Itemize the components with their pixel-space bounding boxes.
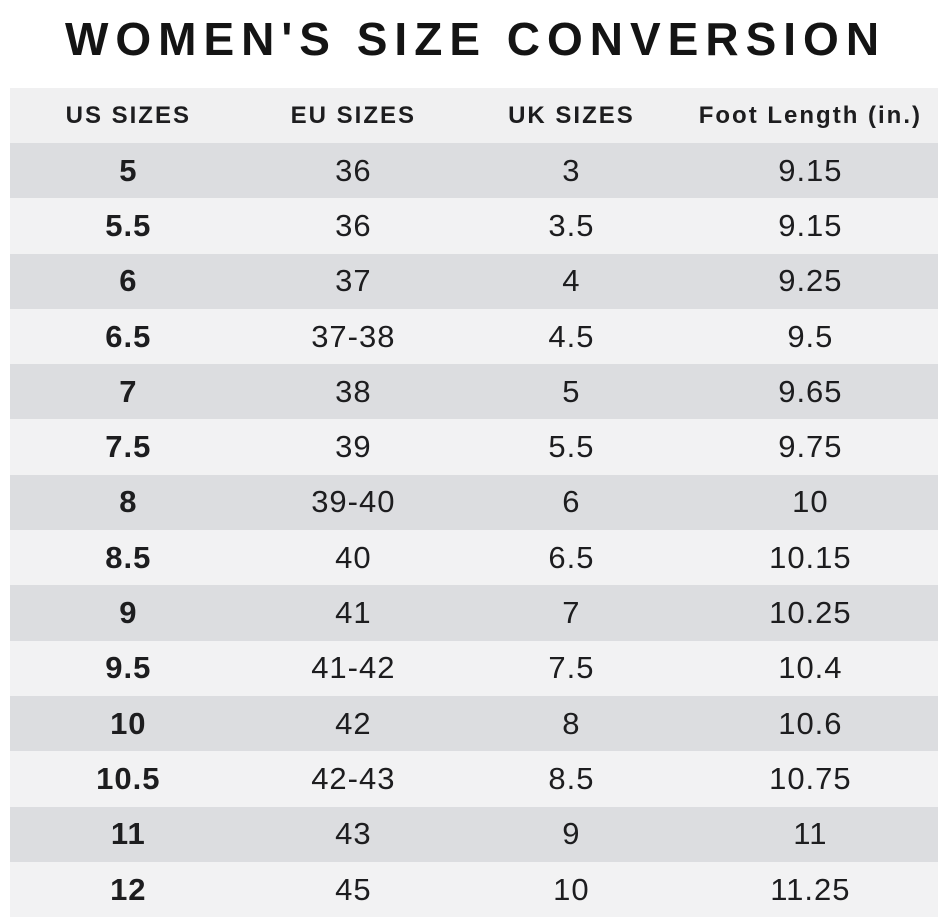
table-row: 8 39-40 6 10 — [10, 474, 938, 531]
column-header-uk-sizes: UK SIZES — [508, 101, 635, 129]
eu-size-cell: 39-40 — [311, 484, 396, 520]
uk-size-cell: 4.5 — [548, 318, 595, 354]
foot-length-cell: 9.15 — [778, 207, 843, 243]
column-header-eu-sizes: EU SIZES — [290, 101, 417, 129]
foot-length-cell: 10.6 — [778, 705, 843, 741]
us-size-cell: 9 — [119, 595, 138, 631]
column-header-foot-length: Foot Length (in.) — [698, 101, 923, 129]
uk-size-cell: 6.5 — [548, 539, 595, 575]
table-body: 5 36 3 9.15 5.5 36 3.5 9.15 6 37 4 9.25 6.5 37-38 4.5 9… — [10, 143, 938, 917]
foot-length-cell: 10 — [792, 484, 829, 520]
table-row: 5.5 36 3.5 9.15 — [10, 198, 938, 254]
eu-size-cell: 42 — [335, 705, 372, 741]
us-size-cell: 12 — [110, 871, 147, 907]
eu-size-cell: 39 — [335, 429, 372, 465]
page-title: WOMEN'S SIZE CONVERSION — [64, 13, 887, 65]
foot-length-cell: 10.4 — [778, 650, 843, 686]
uk-size-cell: 6 — [562, 484, 581, 520]
eu-size-cell: 41-42 — [311, 650, 396, 686]
us-size-cell: 11 — [110, 816, 146, 852]
eu-size-cell: 41 — [335, 595, 372, 631]
column-header-us-sizes: US SIZES — [65, 101, 191, 129]
eu-size-cell: 40 — [335, 539, 372, 575]
eu-size-cell: 37 — [335, 263, 372, 299]
us-size-cell: 7 — [119, 373, 138, 409]
foot-length-cell: 10.15 — [769, 539, 852, 575]
size-conversion-table: US SIZES EU SIZES UK SIZES Foot Length (… — [10, 88, 938, 917]
uk-size-cell: 5.5 — [548, 429, 595, 465]
eu-size-cell: 42-43 — [311, 760, 396, 796]
foot-length-cell: 11 — [793, 816, 828, 852]
table-row: 11 43 9 11 — [10, 806, 938, 862]
us-size-cell: 6 — [119, 263, 138, 299]
table-row: 5 36 3 9.15 — [10, 143, 938, 199]
foot-length-cell: 10.75 — [769, 760, 852, 796]
us-size-cell: 9.5 — [105, 650, 152, 686]
table-row: 7 38 5 9.65 — [10, 364, 938, 420]
uk-size-cell: 10 — [553, 871, 590, 907]
us-size-cell: 5.5 — [105, 207, 152, 243]
table-row: 10 42 8 10.6 — [10, 695, 938, 752]
table-row: 9 41 7 10.25 — [10, 585, 938, 641]
foot-length-cell: 9.5 — [787, 318, 834, 354]
uk-size-cell: 8.5 — [548, 760, 595, 796]
uk-size-cell: 7.5 — [548, 650, 595, 686]
table-row: 6.5 37-38 4.5 9.5 — [10, 308, 938, 365]
eu-size-cell: 45 — [335, 871, 372, 907]
us-size-cell: 8 — [119, 484, 138, 520]
eu-size-cell: 36 — [335, 207, 372, 243]
uk-size-cell: 3.5 — [548, 207, 595, 243]
uk-size-cell: 9 — [562, 816, 581, 852]
table-row: 9.5 41-42 7.5 10.4 — [10, 640, 938, 696]
foot-length-cell: 9.25 — [778, 263, 843, 299]
table-row: 12 45 10 11.25 — [10, 861, 938, 917]
table-header-row: US SIZES EU SIZES UK SIZES Foot Length (… — [10, 88, 938, 143]
table-row: 6 37 4 9.25 — [10, 253, 938, 309]
uk-size-cell: 5 — [562, 373, 581, 409]
uk-size-cell: 8 — [562, 705, 581, 741]
eu-size-cell: 38 — [335, 373, 372, 409]
us-size-cell: 8.5 — [105, 539, 152, 575]
us-size-cell: 7.5 — [105, 429, 152, 465]
foot-length-cell: 10.25 — [769, 595, 852, 631]
table-row: 7.5 39 5.5 9.75 — [10, 419, 938, 475]
us-size-cell: 10 — [110, 705, 147, 741]
uk-size-cell: 4 — [562, 263, 581, 299]
foot-length-cell: 11.25 — [770, 871, 851, 907]
us-size-cell: 10.5 — [96, 760, 161, 796]
table-row: 10.5 42-43 8.5 10.75 — [10, 751, 938, 807]
eu-size-cell: 37-38 — [311, 318, 396, 354]
foot-length-cell: 9.65 — [778, 373, 843, 409]
foot-length-cell: 9.75 — [778, 429, 843, 465]
eu-size-cell: 43 — [335, 816, 372, 852]
uk-size-cell: 7 — [562, 595, 581, 631]
us-size-cell: 5 — [119, 152, 138, 188]
foot-length-cell: 9.15 — [778, 152, 843, 188]
us-size-cell: 6.5 — [105, 318, 152, 354]
uk-size-cell: 3 — [562, 152, 581, 188]
eu-size-cell: 36 — [335, 152, 372, 188]
table-row: 8.5 40 6.5 10.15 — [10, 530, 938, 586]
